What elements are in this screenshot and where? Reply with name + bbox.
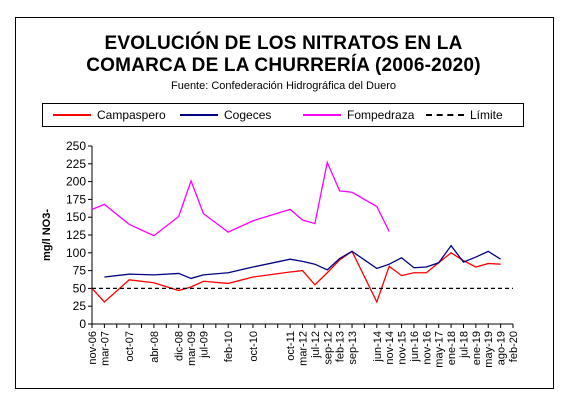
x-tick-label: sep-12 <box>322 331 334 365</box>
x-tick-label: oct-11 <box>285 331 297 361</box>
x-tick-label: feb-20 <box>508 331 520 362</box>
x-tick-label: mar-12 <box>298 331 310 366</box>
x-tick-label: nov-06 <box>87 331 99 365</box>
x-tick-label: jun-16 <box>409 331 421 363</box>
legend-label: Cogeces <box>224 108 272 122</box>
x-tick-label: oct-07 <box>124 331 136 362</box>
x-tick-label: ago-19 <box>496 331 508 365</box>
legend-item-fompedraza: Fompedraza <box>303 107 414 123</box>
x-tick-label: jun-14 <box>372 331 384 363</box>
y-tick-label: 25 <box>73 299 87 313</box>
y-tick-label: 150 <box>66 210 86 224</box>
series-line-fompedraza <box>91 160 390 237</box>
x-tick-label: mar-07 <box>99 331 111 366</box>
y-axis-label: mg/l NO3- <box>41 209 53 261</box>
x-tick-label: jul-09 <box>198 331 210 359</box>
x-tick-label: nov-14 <box>384 331 396 365</box>
x-tick-label: may-19 <box>483 331 495 368</box>
y-tick-label: 75 <box>73 264 87 278</box>
legend-item-cogeces: Cogeces <box>180 107 271 123</box>
x-tick-label: abr-08 <box>149 331 161 363</box>
y-tick-label: 175 <box>66 192 86 206</box>
legend-label: Campaspero <box>97 108 166 122</box>
y-tick-label: 200 <box>66 175 86 189</box>
y-tick-label: 100 <box>66 246 86 260</box>
y-tick-label: 250 <box>66 139 86 153</box>
x-tick-label: dic-08 <box>174 331 186 361</box>
y-tick-label: 225 <box>66 157 86 171</box>
chart-subtitle: Fuente: Confederación Hidrográfica del D… <box>170 80 397 92</box>
legend-swatch-campaspero <box>53 114 91 116</box>
legend-swatch-fompedraza <box>303 114 341 116</box>
legend-swatch-limite <box>426 114 464 116</box>
legend: Campaspero Cogeces Fompedraza Límite <box>42 103 524 127</box>
legend-label: Límite <box>470 108 503 122</box>
legend-item-campaspero: Campaspero <box>53 107 166 123</box>
chart-title: EVOLUCIÓN DE LOS NITRATOS EN LA <box>104 33 463 54</box>
series-line-campaspero <box>91 250 501 304</box>
x-tick-label: sep-13 <box>347 331 359 365</box>
y-tick-label: 0 <box>79 317 86 331</box>
legend-swatch-cogeces <box>180 114 218 116</box>
x-tick-label: nov-16 <box>421 331 433 365</box>
x-tick-label: oct-10 <box>248 331 260 362</box>
x-tick-label: jul-18 <box>458 331 470 359</box>
x-tick-label: ene-18 <box>446 331 458 365</box>
chart-title-line2: COMARCA DE LA CHURRERÍA (2006-2020) <box>86 55 481 76</box>
x-tick-label: nov-15 <box>397 331 409 365</box>
x-tick-label: may-17 <box>434 331 446 368</box>
x-tick-label: jul-12 <box>310 331 322 359</box>
series-line-cogeces <box>104 244 501 280</box>
y-tick-label: 125 <box>66 228 86 242</box>
x-tick-label: ene-19 <box>471 331 483 365</box>
y-tick-label: 50 <box>73 281 87 295</box>
legend-label: Fompedraza <box>347 108 415 122</box>
legend-item-limite: Límite <box>426 107 503 123</box>
x-tick-label: feb-13 <box>335 331 347 362</box>
x-tick-label: mar-09 <box>186 331 198 366</box>
x-tick-label: feb-10 <box>223 331 235 362</box>
